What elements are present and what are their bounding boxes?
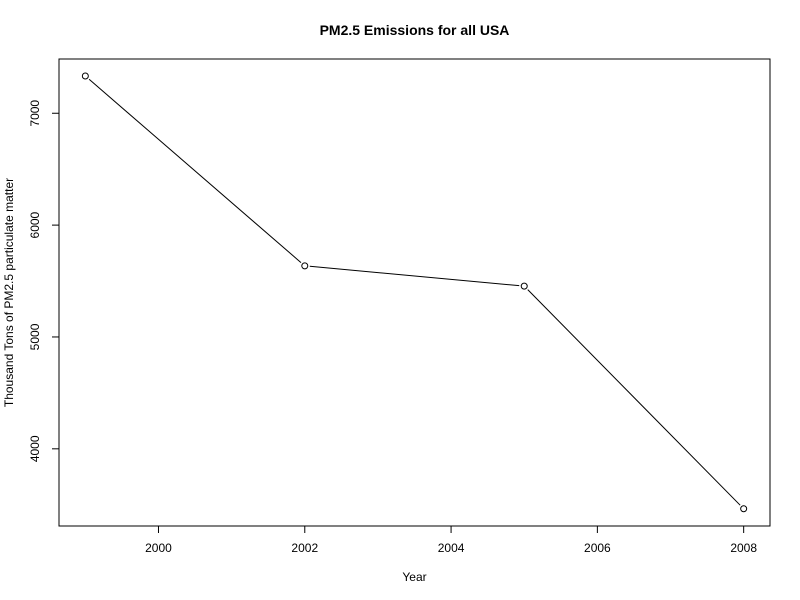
series-layer bbox=[81, 72, 748, 513]
y-tick-label-0: 4000 bbox=[28, 435, 42, 462]
series-0-point-0 bbox=[81, 72, 89, 80]
x-tick-label-2: 2004 bbox=[438, 541, 465, 555]
series-0-segment-2 bbox=[527, 289, 741, 506]
y-axis-label: Thousand Tons of PM2.5 particulate matte… bbox=[2, 178, 16, 407]
series-0-point-1 bbox=[301, 262, 309, 270]
series-0-point-3 bbox=[740, 505, 748, 513]
series-0-point-2 bbox=[520, 282, 528, 290]
series-0-segment-0 bbox=[88, 78, 302, 263]
y-tick-label-1: 5000 bbox=[28, 323, 42, 350]
x-axis-label: Year bbox=[402, 570, 426, 584]
x-axis: 2000 2002 2004 2006 2008 bbox=[145, 526, 757, 555]
x-tick-label-3: 2006 bbox=[584, 541, 611, 555]
x-tick-label-1: 2002 bbox=[291, 541, 318, 555]
y-tick-label-3: 7000 bbox=[28, 100, 42, 127]
x-tick-label-0: 2000 bbox=[145, 541, 172, 555]
x-tick-label-4: 2008 bbox=[730, 541, 757, 555]
plot-frame bbox=[58, 58, 771, 527]
chart-title: PM2.5 Emissions for all USA bbox=[320, 22, 510, 38]
series-0-segment-1 bbox=[309, 265, 520, 287]
y-axis: 4000 5000 6000 7000 bbox=[28, 100, 59, 462]
y-tick-label-2: 6000 bbox=[28, 211, 42, 238]
